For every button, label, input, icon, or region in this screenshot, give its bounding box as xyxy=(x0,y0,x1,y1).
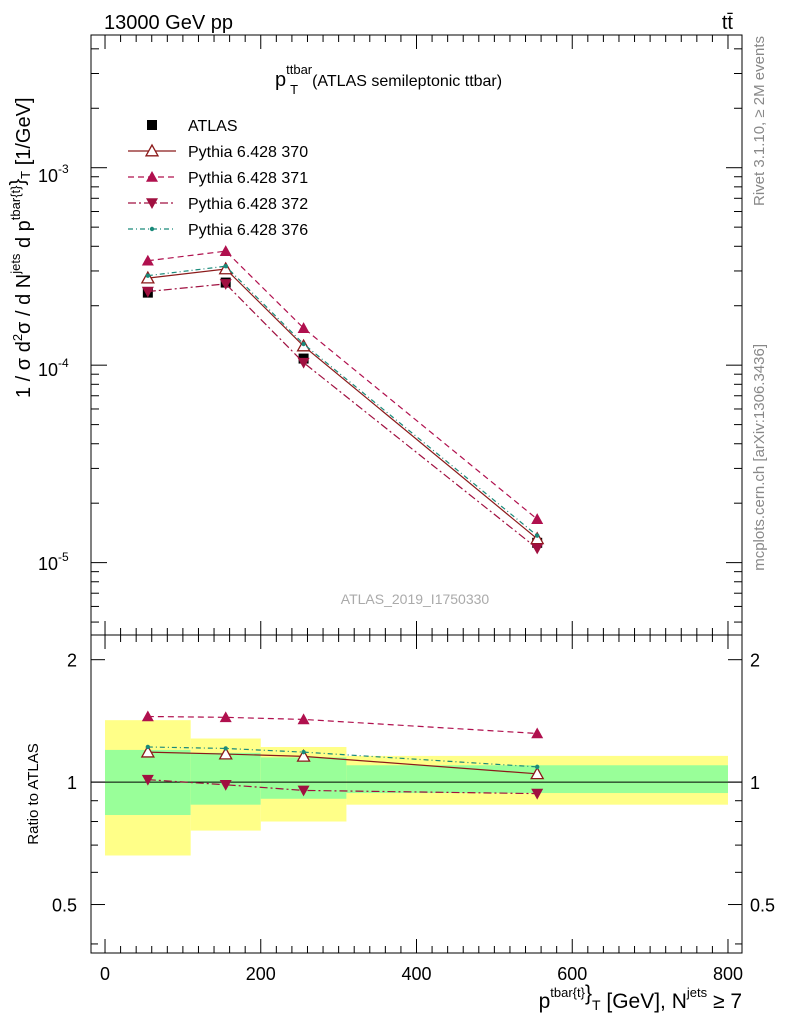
x-tick-labels: 0 200 400 600 800 xyxy=(100,964,743,984)
ratio-tick-label-right: 1 xyxy=(750,773,760,793)
data-point xyxy=(149,226,155,232)
x-tick-label: 0 xyxy=(100,964,110,984)
legend-entry: Pythia 6.428 376 xyxy=(128,222,308,239)
main-y-tick-labels: 10-5 10-4 10-3 xyxy=(38,162,69,574)
ratio-line xyxy=(147,779,538,795)
series-line xyxy=(147,250,538,520)
ratio-tick-labels: 0.5 1 2 0.5 1 2 xyxy=(52,651,775,916)
legend-entry: Pythia 6.428 370 xyxy=(128,143,308,161)
ratio-tick-label-right: 0.5 xyxy=(750,896,775,916)
data-point xyxy=(145,744,151,750)
data-point xyxy=(141,774,154,786)
ratio-tick-label-left: 2 xyxy=(67,651,77,671)
ratio-ticks xyxy=(91,659,742,945)
data-point xyxy=(534,533,540,538)
ratio-band-inner xyxy=(190,752,261,805)
ratio-series-3 xyxy=(141,774,544,800)
ratio-line xyxy=(147,746,538,768)
y-tick-label-1e-4: 10-4 xyxy=(38,356,69,380)
data-point xyxy=(531,727,544,739)
legend-label: Pythia 6.428 372 xyxy=(188,196,308,213)
rivet-label: Rivet 3.1.10, ≥ 2M events xyxy=(751,36,768,206)
series-3 xyxy=(141,279,544,555)
data-point xyxy=(219,779,232,791)
ratio-bands xyxy=(105,720,728,856)
data-point xyxy=(144,143,160,157)
data-point xyxy=(147,120,157,130)
legend-entry: Pythia 6.428 372 xyxy=(128,196,308,213)
data-point xyxy=(530,766,545,780)
series-4 xyxy=(145,264,540,538)
data-point xyxy=(219,279,232,290)
x-tick-label: 200 xyxy=(246,964,276,984)
data-point xyxy=(297,713,310,725)
data-point xyxy=(223,746,228,751)
data-point xyxy=(219,245,232,256)
ratio-series-4 xyxy=(145,744,540,770)
data-point xyxy=(301,749,306,755)
ratio-line xyxy=(147,751,538,775)
process-label: tt̄ xyxy=(722,12,734,34)
ratio-series-2 xyxy=(141,710,544,739)
data-point xyxy=(140,744,155,758)
ratio-tick-label-left: 0.5 xyxy=(52,896,77,916)
data-point xyxy=(297,322,310,333)
data-point xyxy=(531,543,544,555)
data-point xyxy=(531,788,544,800)
x-ticks xyxy=(104,35,729,953)
data-point xyxy=(218,746,233,760)
analysis-label: ATLAS_2019_I1750330 xyxy=(341,591,490,607)
chart-title: pttbar T (ATLAS semileptonic ttbar) xyxy=(275,62,502,97)
ratio-tick-label-right: 2 xyxy=(750,651,760,671)
y-tick-label-1e-3: 10-3 xyxy=(38,162,69,186)
data-point xyxy=(146,198,158,209)
ratio-series xyxy=(140,710,545,800)
data-point xyxy=(530,531,545,545)
data-point xyxy=(223,264,228,269)
y-tick-label-1e-5: 10-5 xyxy=(38,550,69,574)
y-axis-label: 1 / σ d2σ / d Njets d ptbar{t}}T [1/GeV] xyxy=(7,97,35,398)
legend-label: Pythia 6.428 376 xyxy=(188,222,308,239)
data-point xyxy=(219,711,232,723)
energy-label: 13000 GeV pp xyxy=(104,12,233,34)
data-point xyxy=(301,341,306,347)
data-point xyxy=(297,357,310,369)
data-point xyxy=(534,764,540,770)
x-tick-label: 400 xyxy=(401,964,431,984)
legend-label: ATLAS xyxy=(188,118,238,135)
data-point xyxy=(145,273,151,278)
data-point xyxy=(297,785,310,797)
ratio-series-1 xyxy=(140,744,545,780)
data-point xyxy=(141,710,154,722)
series-line xyxy=(147,283,538,549)
data-point xyxy=(146,171,158,182)
x-tick-label: 600 xyxy=(557,964,587,984)
x-tick-label: 800 xyxy=(713,964,743,984)
legend-label: Pythia 6.428 370 xyxy=(188,144,308,161)
x-axis-label: ptbar{t}}T [GeV], Njets ≥ 7 xyxy=(539,982,742,1013)
data-point xyxy=(296,749,311,762)
legend-entry: Pythia 6.428 371 xyxy=(128,170,308,187)
legend-entry: ATLAS xyxy=(147,118,238,135)
series-2 xyxy=(141,245,544,524)
series-line xyxy=(147,265,538,537)
main-y-ticks xyxy=(91,48,742,623)
main-series xyxy=(140,245,545,555)
ratio-line xyxy=(147,715,538,735)
data-point xyxy=(531,513,544,524)
data-point xyxy=(141,254,154,266)
legend-label: Pythia 6.428 371 xyxy=(188,170,308,187)
ratio-tick-label-left: 1 xyxy=(67,773,77,793)
mcplots-label: mcplots.cern.ch [arXiv:1306.3436] xyxy=(751,344,768,571)
series-line xyxy=(147,268,538,540)
series-0 xyxy=(142,277,543,548)
data-point xyxy=(141,286,154,298)
series-1 xyxy=(140,261,545,545)
legend: ATLAS Pythia 6.428 370 Pythia 6.428 371 Pyt… xyxy=(128,118,308,239)
ratio-y-axis-label: Ratio to ATLAS xyxy=(25,743,42,844)
